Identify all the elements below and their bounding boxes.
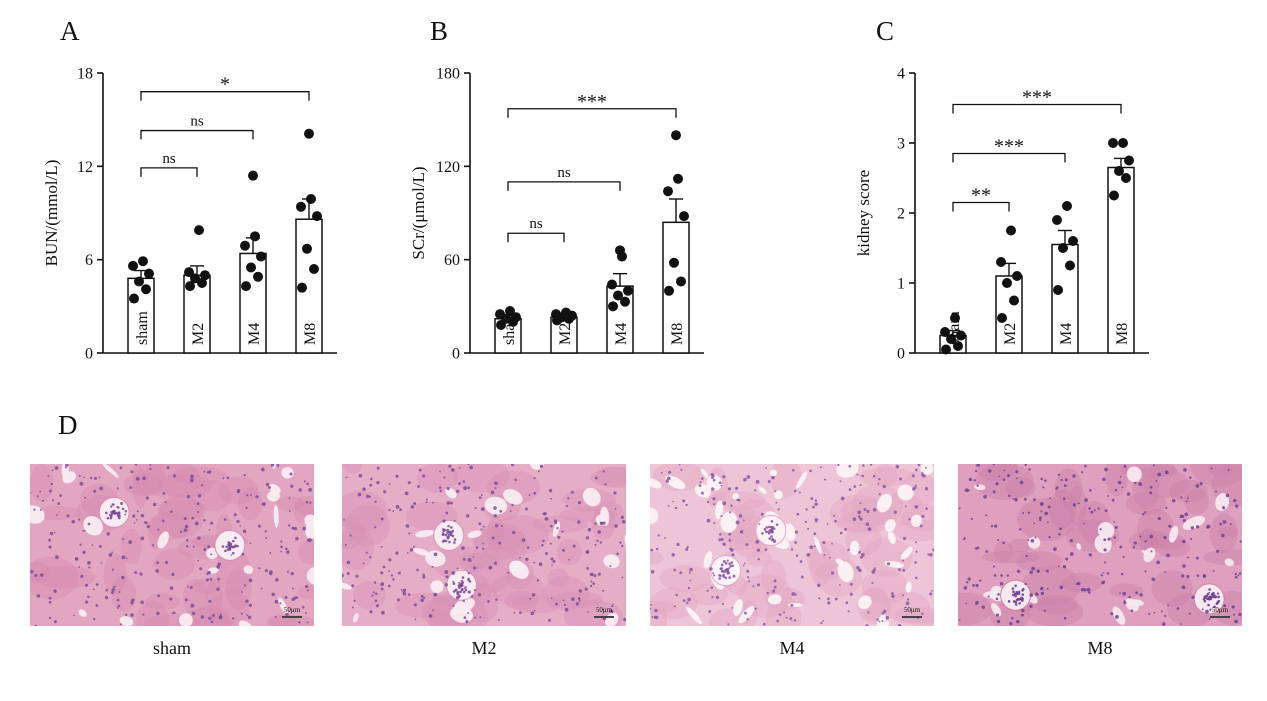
histology-image-m8: 50μm [958,464,1242,626]
svg-text:M4: M4 [246,323,263,345]
svg-text:M8: M8 [669,323,686,345]
histology-label-m2: M2 [471,638,497,658]
svg-text:ns: ns [557,165,571,181]
panel-letter-d: D [58,410,78,440]
histology-image-sham: 50μm [30,464,314,626]
svg-text:2: 2 [897,206,905,223]
svg-text:ns: ns [529,216,543,232]
scr-bar-chart: 0 60 120 180 SCr/(μmol/L) sham M2 M4 M8 ns ns *** [409,66,704,363]
svg-text:M8: M8 [1114,323,1131,345]
bun-bar-chart: 0 6 12 18 BUN/(mmol/L) sham M2 M4 M8 ns ns * [42,66,337,363]
svg-text:50μm: 50μm [596,606,613,614]
panel-letter-a: A [60,16,80,46]
svg-text:50μm: 50μm [1212,606,1229,614]
svg-text:sham: sham [946,311,963,345]
svg-text:*: * [220,74,230,96]
svg-text:M4: M4 [613,323,630,345]
svg-text:sham: sham [134,311,151,345]
svg-text:***: *** [994,136,1024,158]
svg-text:1: 1 [897,276,905,293]
svg-text:6: 6 [85,252,93,269]
svg-text:ns: ns [190,114,204,130]
panel-letter-b: B [430,16,449,46]
svg-text:60: 60 [444,252,460,269]
histology-label-m4: M4 [779,638,805,658]
histology-image-m2: 50μm [342,464,626,626]
svg-text:120: 120 [436,159,460,176]
svg-text:SCr/(μmol/L): SCr/(μmol/L) [409,166,428,259]
svg-text:***: *** [577,91,607,113]
svg-text:3: 3 [897,136,905,153]
svg-text:sham: sham [501,311,518,345]
svg-text:12: 12 [77,159,93,176]
svg-text:50μm: 50μm [904,606,921,614]
svg-text:M2: M2 [190,323,207,345]
svg-text:0: 0 [85,346,93,363]
svg-text:4: 4 [897,66,905,83]
histology-label-sham: sham [153,638,191,658]
svg-text:M2: M2 [1002,323,1019,345]
svg-text:0: 0 [452,346,460,363]
svg-text:kidney score: kidney score [854,170,873,256]
svg-text:BUN/(mmol/L): BUN/(mmol/L) [42,160,61,267]
panel-letter-c: C [876,16,895,46]
svg-text:M2: M2 [557,323,574,345]
svg-text:**: ** [971,185,991,207]
svg-text:ns: ns [162,151,176,167]
histology-image-m4: 50μm [650,464,934,626]
svg-text:0: 0 [897,346,905,363]
histology-label-m8: M8 [1087,638,1113,658]
svg-text:M8: M8 [302,323,319,345]
svg-text:18: 18 [77,66,93,83]
svg-text:***: *** [1022,87,1052,109]
svg-text:180: 180 [436,66,460,83]
svg-text:M4: M4 [1058,323,1075,345]
svg-text:50μm: 50μm [284,606,301,614]
